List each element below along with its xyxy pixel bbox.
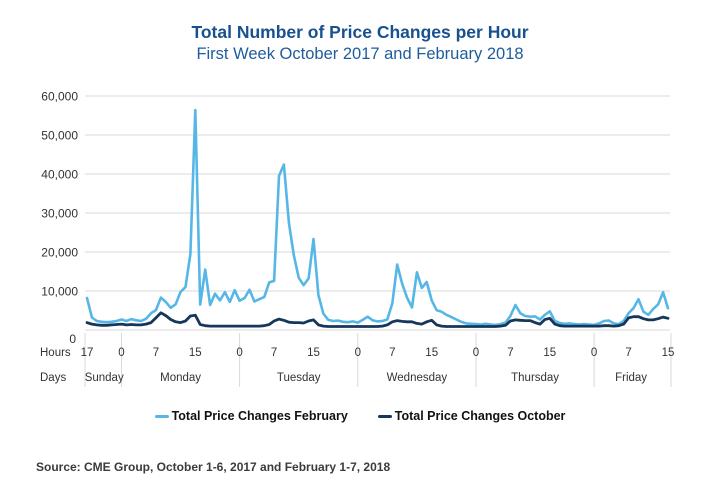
day-label: Friday — [615, 372, 647, 384]
legend-label-october: Total Price Changes October — [394, 409, 566, 423]
hour-tick-label: 15 — [307, 347, 320, 359]
source-note: Source: CME Group, October 1-6, 2017 and… — [36, 460, 391, 474]
hour-tick-label: 0 — [236, 347, 242, 359]
days-axis-caption: Days — [40, 372, 66, 384]
day-label: Wednesday — [387, 372, 448, 384]
hour-tick-label: 0 — [118, 347, 124, 359]
day-label: Monday — [160, 372, 201, 384]
y-axis-label: 30,000 — [41, 207, 78, 221]
hour-tick-label: 7 — [271, 347, 277, 359]
day-label: Sunday — [85, 372, 124, 384]
hour-tick-label: 15 — [189, 347, 202, 359]
day-label: Thursday — [511, 372, 559, 384]
hour-tick-label: 7 — [507, 347, 513, 359]
legend-label-february: Total Price Changes February — [171, 409, 348, 423]
y-axis-label: 0 — [69, 332, 76, 346]
hour-tick-label: 0 — [355, 347, 361, 359]
legend-item-february: Total Price Changes February — [154, 409, 348, 423]
hour-tick-label: 7 — [389, 347, 395, 359]
october-line-swatch — [377, 414, 392, 418]
hour-tick-label: 0 — [591, 347, 597, 359]
price-changes-line-chart: 0 10,000 20,000 30,000 40,000 50,000 60,000 17 0… — [40, 90, 675, 387]
chart-header: Total Number of Price Changes per Hour F… — [0, 22, 720, 65]
chart-legend: Total Price Changes February Total Price… — [0, 409, 720, 423]
chart-subtitle: First Week October 2017 and February 201… — [196, 44, 524, 63]
y-axis-label: 20,000 — [41, 246, 78, 260]
day-label: Tuesday — [277, 372, 321, 384]
y-axis-label: 10,000 — [41, 285, 78, 299]
chart-title: Total Number of Price Changes per Hour — [191, 22, 529, 42]
hour-tick-label: 15 — [425, 347, 438, 359]
hours-axis-caption: Hours — [40, 347, 71, 359]
february-series-line — [85, 108, 670, 327]
hour-tick-label: 17 — [81, 347, 94, 359]
february-line-swatch — [154, 414, 169, 418]
hour-tick-label: 15 — [543, 347, 556, 359]
hour-tick-label: 7 — [625, 347, 631, 359]
y-axis-label: 60,000 — [41, 90, 78, 104]
hour-tick-label: 7 — [153, 347, 159, 359]
october-series-line — [85, 311, 670, 328]
hour-tick-label: 0 — [473, 347, 479, 359]
hour-tick-label: 15 — [662, 347, 675, 359]
y-axis-label: 40,000 — [41, 168, 78, 182]
y-axis-label: 50,000 — [41, 129, 78, 143]
legend-item-october: Total Price Changes October — [377, 409, 566, 423]
